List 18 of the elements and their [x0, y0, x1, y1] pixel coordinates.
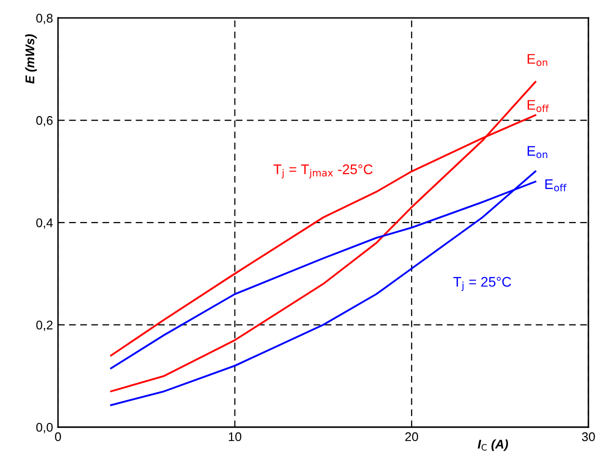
y-tick-label: 0,4 — [36, 218, 53, 229]
annotation: T$_{j}$ = 25°C — [453, 276, 512, 291]
x-tick-label: 0 — [55, 432, 61, 442]
x-axis-title: I$_{C}$ (A) — [478, 439, 508, 452]
series-label: E$_{off}$ — [528, 100, 549, 112]
x-tick-label: 10 — [228, 432, 242, 442]
line-series — [110, 81, 536, 392]
series-label: E$_{on}$ — [528, 146, 548, 158]
y-tick-label: 0,2 — [36, 320, 53, 331]
series-label: E$_{off}$ — [545, 179, 567, 192]
y-tick-label: 0,8 — [36, 14, 53, 24]
y-axis-title: E (mWs) — [25, 34, 37, 84]
x-tick-label: 20 — [405, 432, 418, 442]
y-tick-label: 0,6 — [36, 116, 53, 126]
series-label: E$_{on}$ — [528, 54, 548, 66]
annotation: T$_{j}$ = T$_{jmax}$ -25°C — [274, 164, 373, 178]
x-tick-label: 30 — [582, 432, 595, 442]
y-tick-label: 0,0 — [36, 422, 53, 434]
